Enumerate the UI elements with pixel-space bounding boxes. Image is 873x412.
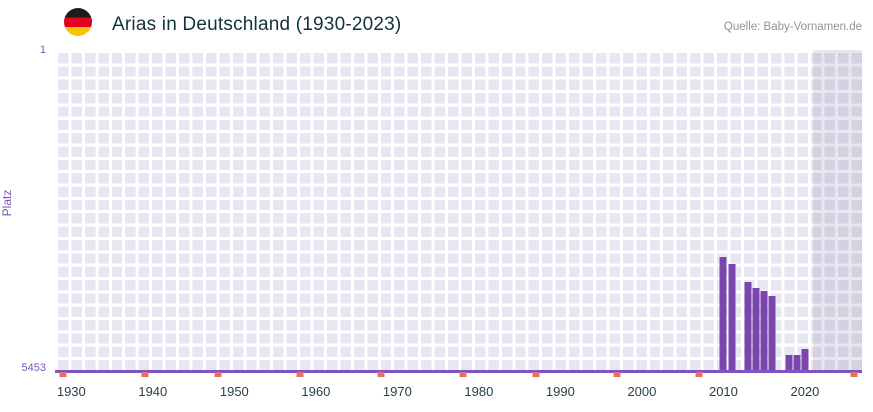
axis-marker-2007	[695, 372, 703, 377]
axis-marker-1987	[532, 372, 540, 377]
x-axis-line	[55, 370, 862, 373]
bar-2015[interactable]	[760, 291, 768, 370]
plot-area	[55, 50, 862, 370]
x-tick-1980: 1980	[464, 384, 494, 399]
bar-2013[interactable]	[744, 282, 752, 370]
bar-2018[interactable]	[785, 354, 793, 370]
x-tick-1960: 1960	[301, 384, 331, 399]
axis-marker-1968	[377, 372, 385, 377]
y-axis-title: Platz	[0, 189, 14, 217]
bar-2020[interactable]	[801, 349, 809, 370]
axis-marker-1948	[214, 372, 222, 377]
highlight-band	[813, 50, 862, 370]
axis-marker-1939	[141, 372, 149, 377]
germany-flag-icon	[64, 8, 92, 36]
axis-marker-1997	[613, 372, 621, 377]
bar-2016[interactable]	[768, 296, 776, 370]
x-tick-1930: 1930	[56, 384, 86, 399]
x-tick-1940: 1940	[138, 384, 168, 399]
x-axis-ticks: 1930 1940 1950 1960 1970 1980 1990 2000 2010 2020	[55, 384, 862, 402]
axis-marker-1929	[59, 372, 67, 377]
x-tick-1990: 1990	[545, 384, 575, 399]
axis-marker-1958	[296, 372, 304, 377]
chart-title: Arias in Deutschland (1930-2023)	[112, 14, 402, 35]
y-axis-bottom-label: 5453	[21, 362, 46, 374]
x-tick-2020: 2020	[790, 384, 820, 399]
source-attribution: Quelle: Baby-Vornamen.de	[723, 21, 862, 33]
bar-2011[interactable]	[728, 264, 736, 370]
bar-2019[interactable]	[793, 355, 801, 370]
x-tick-2000: 2000	[627, 384, 657, 399]
axis-markers-layer	[55, 372, 862, 378]
y-axis-top-label: 1	[39, 44, 46, 56]
bar-2010[interactable]	[719, 256, 727, 370]
axis-marker-1978	[459, 372, 467, 377]
axis-marker-2026	[850, 372, 858, 377]
x-tick-1950: 1950	[219, 384, 249, 399]
x-tick-1970: 1970	[382, 384, 412, 399]
bar-2014[interactable]	[752, 288, 760, 370]
x-tick-2010: 2010	[708, 384, 738, 399]
